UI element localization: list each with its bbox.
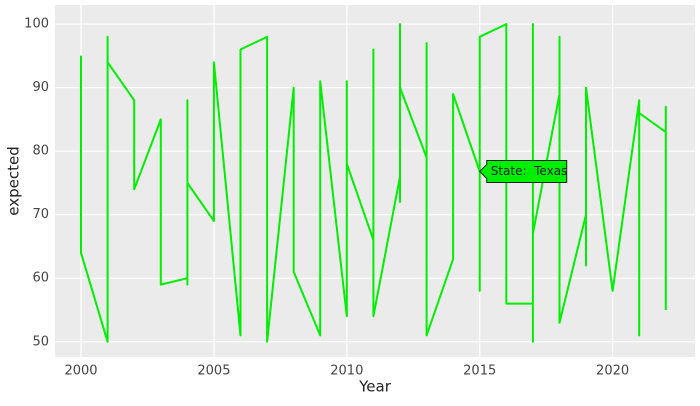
tooltip-box — [479, 159, 568, 183]
x-tick-label: 2020 — [596, 364, 629, 379]
x-axis-title: Year — [358, 378, 392, 396]
line — [80, 23, 667, 343]
y-axis-title: expected — [5, 146, 23, 215]
y-tick-label: 70 — [32, 207, 49, 222]
y-tick-label: 90 — [32, 80, 49, 95]
x-tick-label: 2000 — [64, 364, 97, 379]
y-tick-label: 80 — [32, 144, 49, 159]
tooltip-text: State: Texas — [491, 164, 568, 178]
x-tick-label: 2015 — [463, 364, 496, 379]
x-tick-label: 2010 — [330, 364, 363, 379]
y-tick-label: 100 — [24, 17, 49, 32]
y-tick-label: 60 — [32, 271, 49, 286]
tooltip: State: Texas — [479, 159, 568, 183]
x-tick-label: 2005 — [197, 364, 230, 379]
y-tick-label: 50 — [32, 334, 49, 349]
